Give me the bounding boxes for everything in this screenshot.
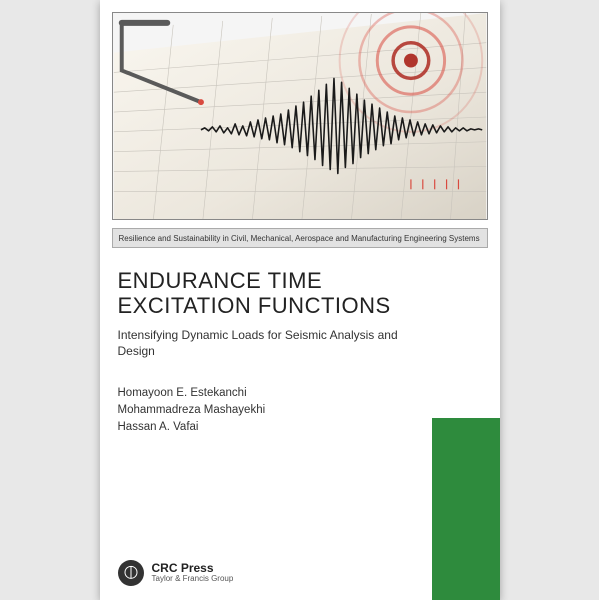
author-3: Hassan A. Vafai <box>118 419 410 436</box>
author-2: Mohammadreza Mashayekhi <box>118 402 410 419</box>
book-title: ENDURANCE TIME EXCITATION FUNCTIONS <box>118 268 410 319</box>
seismograph-illustration <box>113 13 487 219</box>
authors-list: Homayoon E. Estekanchi Mohammadreza Mash… <box>118 385 410 437</box>
publisher-logo-icon <box>118 560 144 586</box>
hero-image <box>112 12 488 220</box>
text-block: ENDURANCE TIME EXCITATION FUNCTIONS Inte… <box>118 268 410 437</box>
publisher-text: CRC Press Taylor & Francis Group <box>152 562 234 584</box>
series-label-strip: Resilience and Sustainability in Civil, … <box>112 228 488 248</box>
book-subtitle: Intensifying Dynamic Loads for Seismic A… <box>118 327 410 359</box>
green-corner-block <box>432 418 500 600</box>
publisher-sub: Taylor & Francis Group <box>152 575 234 584</box>
book-cover: Resilience and Sustainability in Civil, … <box>100 0 500 600</box>
author-1: Homayoon E. Estekanchi <box>118 385 410 402</box>
series-label-text: Resilience and Sustainability in Civil, … <box>119 234 480 243</box>
publisher-block: CRC Press Taylor & Francis Group <box>118 560 234 586</box>
